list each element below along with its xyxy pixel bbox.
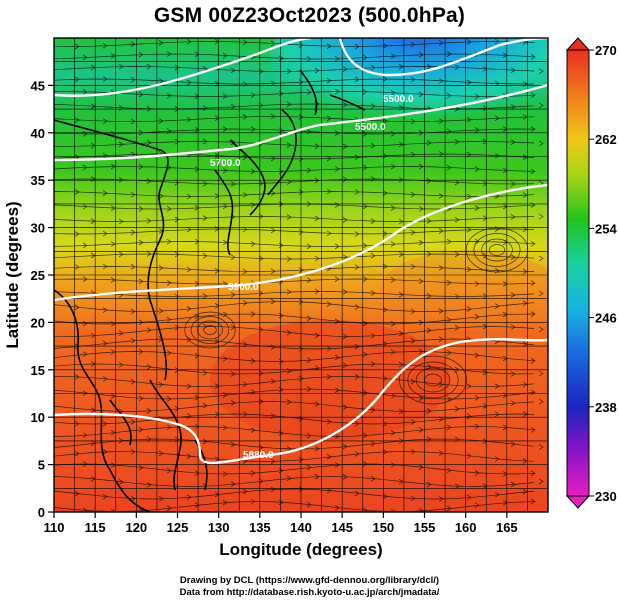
y-tick-label: 25 — [31, 268, 45, 283]
y-axis: 0 5 10 15 20 25 30 35 40 45 — [31, 78, 54, 520]
x-tick-label: 155 — [414, 520, 436, 535]
contour-label-2: 5500.0 — [355, 122, 386, 133]
y-tick-label: 45 — [31, 78, 45, 93]
colorbar-label: 270 — [595, 43, 617, 58]
x-axis: 110 115 120 125 130 135 140 145 150 155 160 165 — [44, 512, 518, 535]
y-axis-title: Latitude (degrees) — [3, 201, 22, 348]
y-tick-label: 30 — [31, 221, 45, 236]
credits-drawing: Drawing by DCL (https://www.gfd-dennou.o… — [0, 575, 619, 587]
colorbar-label: 246 — [595, 311, 617, 326]
x-tick-label: 165 — [496, 520, 518, 535]
x-axis-title: Longitude (degrees) — [219, 540, 382, 559]
credits-data: Data from http://database.rish.kyoto-u.a… — [0, 587, 619, 599]
colorbar-top-arrow — [567, 38, 589, 50]
y-tick-label: 0 — [38, 505, 45, 520]
x-tick-label: 130 — [208, 520, 230, 535]
x-tick-label: 140 — [290, 520, 312, 535]
contour-label-3: 5900.0 — [228, 282, 259, 293]
x-tick-label: 120 — [125, 520, 147, 535]
colorbar-label: 254 — [595, 221, 617, 236]
contour-label-4: 5880.0 — [243, 450, 274, 461]
contour-label-5: 5500.0 — [383, 94, 414, 105]
x-tick-label: 110 — [44, 520, 65, 535]
y-tick-label: 10 — [31, 410, 45, 425]
y-tick-label: 40 — [31, 126, 45, 141]
colorbar-bottom-arrow — [567, 496, 589, 508]
temperature-field: 5700.0 5500.0 5900.0 5880.0 5500.0 — [54, 0, 570, 514]
y-tick-label: 20 — [31, 315, 45, 330]
colorbar-label: 238 — [595, 400, 617, 415]
y-tick-label: 5 — [38, 458, 45, 473]
colorbar-label: 262 — [595, 132, 617, 147]
y-tick-label: 35 — [31, 173, 45, 188]
x-tick-label: 150 — [372, 520, 394, 535]
x-tick-label: 125 — [167, 520, 189, 535]
x-tick-label: 135 — [249, 520, 271, 535]
y-tick-label: 15 — [31, 363, 45, 378]
x-tick-label: 145 — [331, 520, 353, 535]
colorbar: 270 262 254 246 238 230 — [567, 38, 617, 508]
contour-label-1: 5700.0 — [210, 158, 241, 169]
colorbar-bar — [567, 50, 589, 496]
x-tick-label: 115 — [85, 520, 106, 535]
colorbar-label: 230 — [595, 489, 617, 504]
credits: Drawing by DCL (https://www.gfd-dennou.o… — [0, 575, 619, 599]
x-tick-label: 160 — [455, 520, 477, 535]
